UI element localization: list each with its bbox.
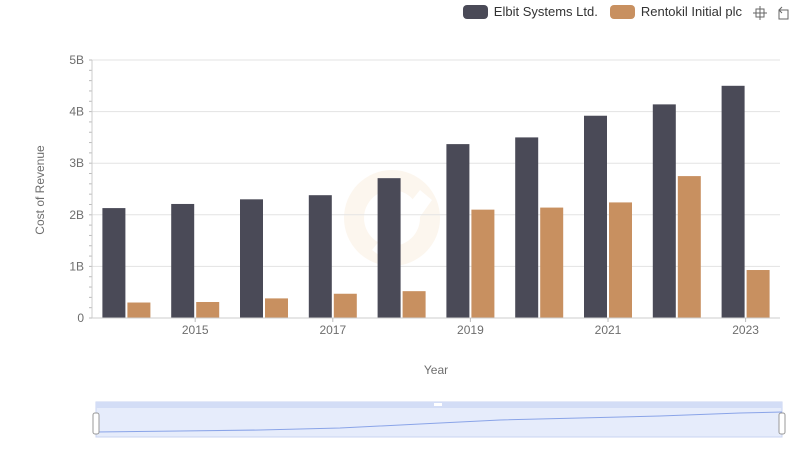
bar-rentokil-2014[interactable] xyxy=(127,302,151,318)
bar-rentokil-2022[interactable] xyxy=(677,176,701,318)
y-axis-title: Cost of Revenue xyxy=(33,145,47,235)
reset-zoom-icon[interactable] xyxy=(776,5,792,21)
bar-elbit-2015[interactable] xyxy=(171,203,195,318)
x-axis-title: Year xyxy=(424,363,448,377)
legend-label-elbit: Elbit Systems Ltd. xyxy=(493,4,598,19)
y-tick-label: 5B xyxy=(69,53,84,67)
bar-rentokil-2017[interactable] xyxy=(333,293,357,318)
y-tick-label: 1B xyxy=(69,259,84,273)
x-tick-label: 2019 xyxy=(457,323,484,337)
bar-rentokil-2023[interactable] xyxy=(746,270,770,318)
navigator-right-handle[interactable] xyxy=(778,412,786,435)
grid-layer xyxy=(92,59,780,319)
bar-elbit-2022[interactable] xyxy=(652,104,676,318)
y-tick-label: 2B xyxy=(69,208,84,222)
navigator-grip[interactable] xyxy=(434,403,442,406)
bar-elbit-2016[interactable] xyxy=(240,199,263,318)
bar-elbit-2021[interactable] xyxy=(584,115,607,318)
axis-layer: 0 1B 2B 3B 4B 5B 2015 2017 2019 2021 2023 xyxy=(69,53,780,337)
bar-elbit-2018[interactable] xyxy=(377,178,401,318)
bar-rentokil-2015[interactable] xyxy=(196,302,220,318)
bar-elbit-2020[interactable] xyxy=(515,137,539,318)
x-tick-label: 2023 xyxy=(732,323,759,337)
bar-elbit-2017[interactable] xyxy=(308,195,332,318)
bar-rentokil-2021[interactable] xyxy=(609,202,632,318)
crosshair-zoom-icon[interactable] xyxy=(752,5,768,21)
chart-toolbar xyxy=(752,5,792,21)
bar-rentokil-2018[interactable] xyxy=(402,291,426,318)
y-tick-label: 4B xyxy=(69,105,84,119)
x-tick-label: 2017 xyxy=(319,323,346,337)
bar-elbit-2019[interactable] xyxy=(446,144,470,318)
legend-label-rentokil: Rentokil Initial plc xyxy=(640,4,742,19)
legend-item-rentokil[interactable]: Rentokil Initial plc xyxy=(609,4,742,19)
bar-elbit-2023[interactable] xyxy=(721,85,745,318)
y-tick-label: 3B xyxy=(69,156,84,170)
legend-item-elbit[interactable]: Elbit Systems Ltd. xyxy=(462,4,598,19)
x-tick-label: 2021 xyxy=(595,323,622,337)
x-tick-label: 2015 xyxy=(182,323,209,337)
legend-swatch-elbit xyxy=(462,4,488,19)
bar-elbit-2014[interactable] xyxy=(102,208,126,318)
range-navigator[interactable] xyxy=(92,401,786,438)
bar-rentokil-2019[interactable] xyxy=(471,209,495,318)
navigator-left-handle[interactable] xyxy=(92,412,100,435)
y-tick-label: 0 xyxy=(77,311,84,325)
bar-rentokil-2020[interactable] xyxy=(540,207,564,318)
chart-legend: Elbit Systems Ltd. Rentokil Initial plc xyxy=(462,4,742,19)
navigator-series-line xyxy=(95,411,783,433)
legend-swatch-rentokil xyxy=(609,4,635,19)
bar-layer xyxy=(102,85,770,318)
bar-rentokil-2016[interactable] xyxy=(265,298,288,318)
